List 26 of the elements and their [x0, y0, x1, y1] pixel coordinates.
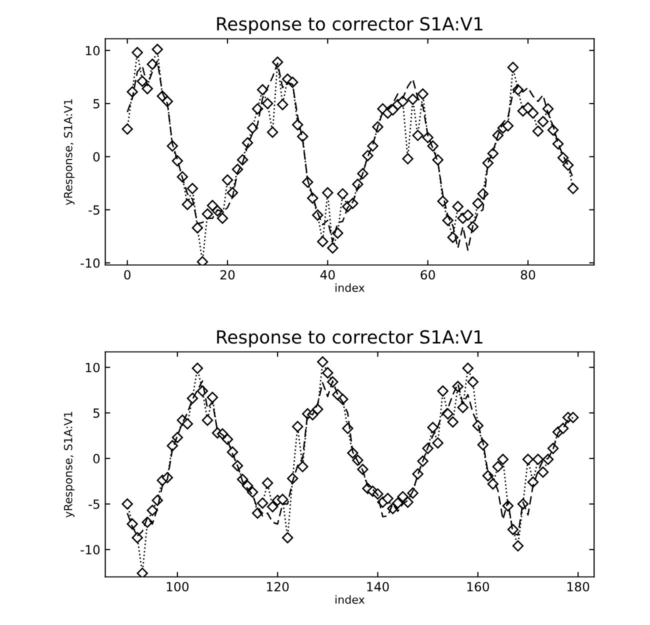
- chart-title: Response to corrector S1A:V1: [217, 330, 482, 348]
- x-tick-label: 0: [124, 270, 130, 280]
- x-tick-label: 160: [467, 582, 490, 592]
- y-tick-label: -5: [88, 500, 100, 509]
- y-tick-label: 5: [93, 408, 100, 418]
- y-tick-label: 5: [93, 99, 100, 108]
- x-tick-label: 40: [320, 270, 335, 280]
- y-tick-label: 10: [86, 46, 100, 56]
- y-tick-label: 0: [93, 152, 100, 162]
- x-tick-label: 120: [267, 582, 289, 592]
- x-tick-label: 100: [166, 582, 189, 592]
- x-tick-label: 140: [367, 582, 389, 592]
- x-tick-label: 20: [220, 270, 235, 280]
- y-axis-title: yResponse, S1A:V1: [64, 412, 74, 518]
- y-tick-label: 0: [93, 454, 100, 464]
- x-tick-label: 60: [420, 270, 435, 280]
- y-tick-label: -10: [80, 258, 100, 268]
- y-tick-label: -5: [88, 205, 100, 215]
- y-tick-label: -10: [80, 545, 100, 554]
- chart-title: Response to corrector S1A:V1: [217, 17, 482, 34]
- x-axis-title: index: [336, 283, 365, 292]
- x-axis-title: index: [336, 595, 365, 604]
- x-tick-label: 80: [520, 270, 536, 280]
- y-axis-title: yResponse, S1A:V1: [64, 99, 74, 206]
- x-tick-label: 180: [568, 582, 590, 592]
- y-tick-label: 10: [86, 362, 100, 372]
